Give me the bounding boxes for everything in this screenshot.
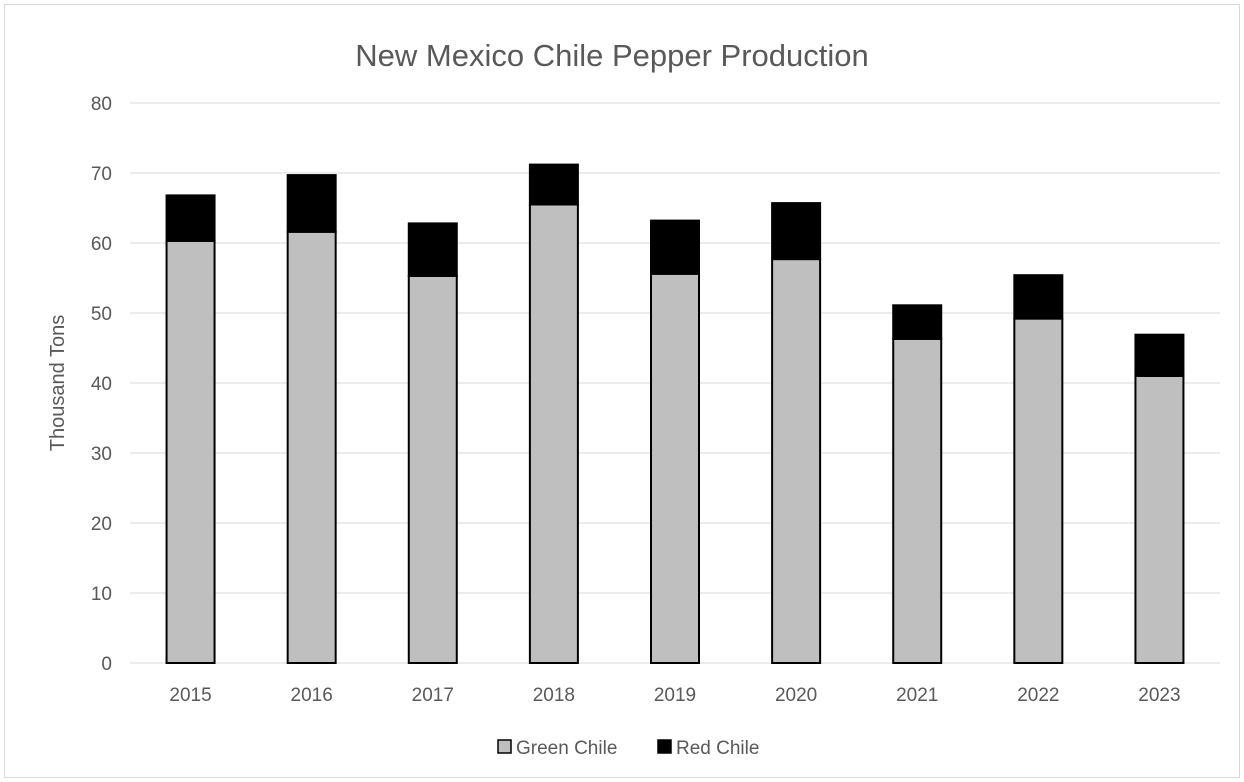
x-tick-label: 2022 <box>1017 685 1059 706</box>
bar-red-chile-2015 <box>165 194 216 242</box>
bars <box>165 163 1185 665</box>
y-tick-label: 80 <box>91 94 112 115</box>
y-tick-label: 20 <box>91 514 112 535</box>
bar-red-chile-2021 <box>892 304 943 340</box>
bar-green-chile-2021 <box>892 337 943 664</box>
bar-green-chile-2016 <box>286 230 337 665</box>
legend-swatch-red-chile <box>657 739 672 754</box>
y-tick-label: 0 <box>101 654 112 675</box>
x-tick-label: 2023 <box>1138 685 1180 706</box>
bar-green-chile-2023 <box>1134 375 1185 664</box>
y-tick-label: 10 <box>91 584 112 605</box>
bar-red-chile-2017 <box>407 222 458 277</box>
bar-green-chile-2019 <box>650 272 700 664</box>
x-tick-label: 2019 <box>654 685 696 706</box>
bar-red-chile-2018 <box>528 163 579 206</box>
y-tick-label: 50 <box>91 304 112 325</box>
y-axis-label: Thousand Tons <box>47 315 69 451</box>
y-axis-ticks: 0 10 20 30 40 50 60 70 80 <box>91 94 112 675</box>
bar-red-chile-2023 <box>1134 333 1185 378</box>
x-tick-label: 2018 <box>533 685 575 706</box>
bar-red-chile-2019 <box>650 219 700 275</box>
x-tick-label: 2016 <box>291 685 333 706</box>
bar-green-chile-2018 <box>528 203 579 664</box>
legend-label-green-chile: Green Chile <box>516 738 617 759</box>
x-tick-label: 2017 <box>412 685 454 706</box>
x-tick-label: 2015 <box>169 685 211 706</box>
bar-green-chile-2022 <box>1013 317 1064 664</box>
bar-red-chile-2022 <box>1013 274 1064 320</box>
bar-green-chile-2017 <box>407 274 458 664</box>
y-tick-label: 30 <box>91 444 112 465</box>
y-tick-label: 70 <box>91 164 112 185</box>
legend-swatch-green-chile <box>497 739 512 754</box>
x-tick-label: 2021 <box>896 685 938 706</box>
x-tick-label: 2020 <box>775 685 817 706</box>
bar-green-chile-2020 <box>771 258 822 664</box>
bar-red-chile-2020 <box>771 202 822 261</box>
legend-label-red-chile: Red Chile <box>676 738 759 759</box>
x-axis-ticks: 2015 2016 2017 2018 2019 2020 2021 2022 2023 <box>169 685 1180 706</box>
chart-title: New Mexico Chile Pepper Production <box>355 38 868 73</box>
bar-red-chile-2016 <box>286 174 337 233</box>
bar-green-chile-2015 <box>165 239 216 664</box>
y-tick-label: 60 <box>91 234 112 255</box>
y-tick-label: 40 <box>91 374 112 395</box>
legend: Green Chile Red Chile <box>497 738 759 759</box>
